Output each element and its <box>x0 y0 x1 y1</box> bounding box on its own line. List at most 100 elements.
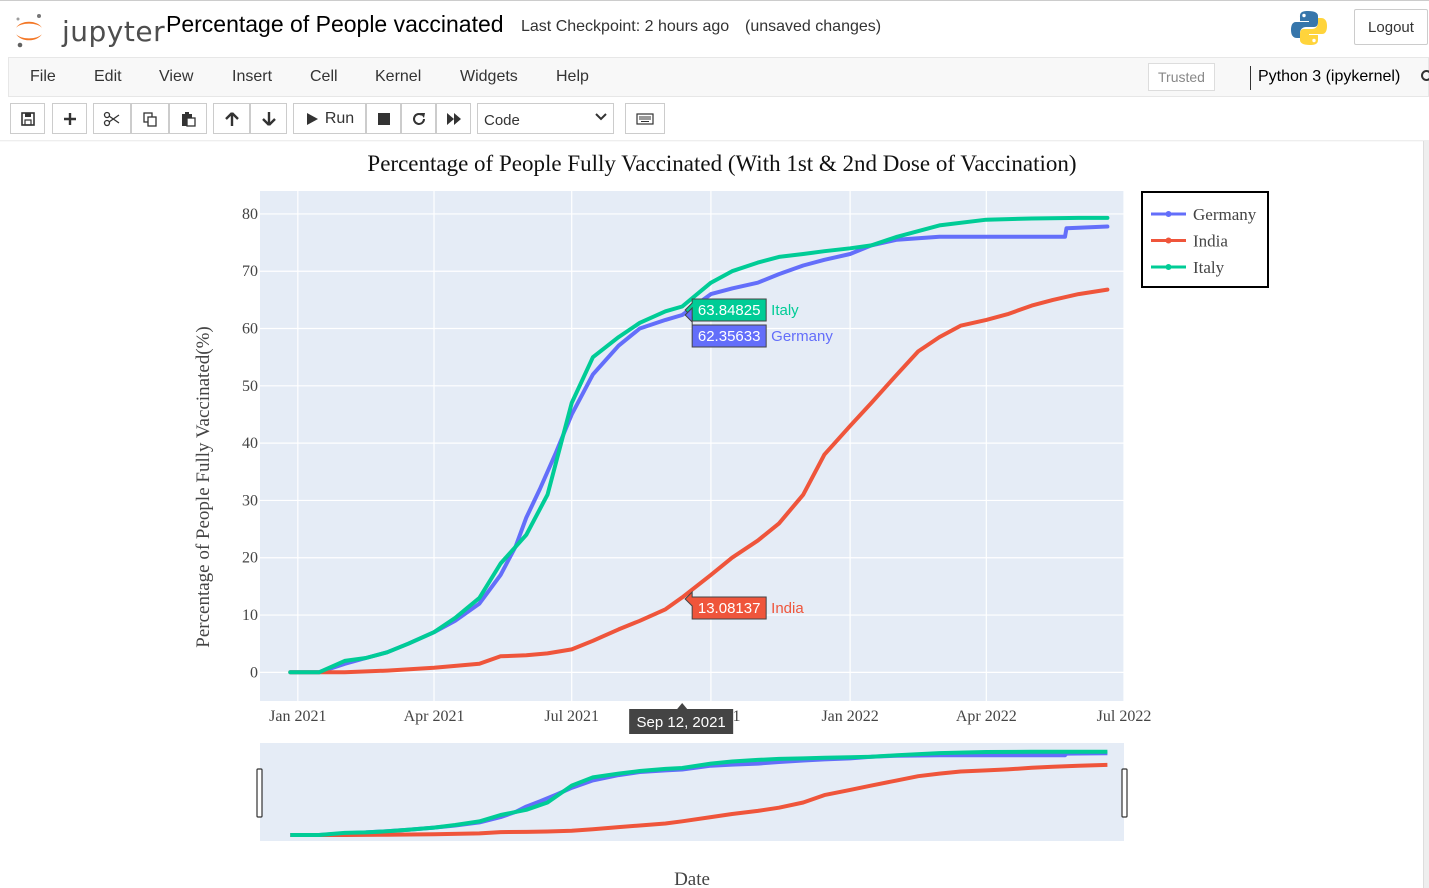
command-palette-button[interactable] <box>625 103 665 134</box>
hover-date-box <box>629 709 734 734</box>
legend-marker <box>1165 237 1172 244</box>
y-tick-label: 80 <box>242 206 258 223</box>
cut-button[interactable] <box>93 103 131 134</box>
x-tick-label: Jul 2022 <box>1097 708 1152 725</box>
save-button[interactable] <box>10 103 45 134</box>
hover-name-italy: Italy <box>771 302 799 319</box>
save-icon <box>20 111 35 126</box>
autosave-status: (unsaved changes) <box>745 18 882 35</box>
kernel-idle-indicator-icon <box>1421 70 1429 81</box>
hover-date-pointer <box>677 703 688 709</box>
menu-view[interactable]: View <box>159 68 194 85</box>
y-tick-label: 10 <box>242 607 258 624</box>
hover-date-label: Sep 12, 2021 <box>637 714 726 731</box>
y-axis-ticks: 0 10 20 30 40 50 60 70 80 <box>242 206 258 681</box>
hover-value-italy: 63.84825 <box>698 302 761 319</box>
x-tick-label: Jul 2021 <box>544 708 599 725</box>
notebook-header: jupyter Percentage of People vaccinated … <box>0 0 1429 56</box>
hover-name-india: India <box>771 600 804 617</box>
cell-type-value: Code <box>484 112 520 129</box>
y-tick-label: 0 <box>250 664 258 681</box>
menu-widgets[interactable]: Widgets <box>460 68 518 85</box>
y-tick-label: 30 <box>242 492 258 509</box>
legend-label-germany[interactable]: Germany <box>1193 205 1257 224</box>
notebook-toolbar: Run Code <box>0 97 1429 141</box>
run-button[interactable]: Run <box>293 103 366 134</box>
cell-type-select[interactable]: Code <box>477 103 614 134</box>
x-tick-label: Jan 2021 <box>269 708 326 725</box>
kernel-separator <box>1250 66 1251 90</box>
restart-icon <box>412 112 425 125</box>
legend-label-india[interactable]: India <box>1193 232 1228 251</box>
play-icon <box>306 112 318 125</box>
arrow-up-icon <box>224 111 239 126</box>
legend-marker <box>1165 264 1172 270</box>
range-slider-left-handle[interactable] <box>256 768 263 818</box>
hover-value-germany: 62.35633 <box>698 328 761 345</box>
plot-area[interactable] <box>260 191 1124 701</box>
jupyter-logo-icon <box>16 14 42 48</box>
interrupt-button[interactable] <box>366 103 401 134</box>
restart-run-all-button[interactable] <box>436 103 471 134</box>
y-tick-label: 20 <box>242 550 258 567</box>
kernel-name[interactable]: Python 3 (ipykernel) <box>1258 68 1401 85</box>
hover-box-india <box>684 590 767 620</box>
slider-line-india <box>290 762 1108 837</box>
legend-label-italy[interactable]: Italy <box>1193 258 1225 277</box>
move-down-button[interactable] <box>250 103 287 134</box>
x-axis-title: Date <box>674 869 710 888</box>
copy-button[interactable] <box>131 103 169 134</box>
y-tick-label: 60 <box>242 321 258 338</box>
trusted-indicator[interactable]: Trusted <box>1148 63 1215 91</box>
range-slider[interactable] <box>260 743 1124 841</box>
hover-box-germany <box>684 306 767 348</box>
menu-cell[interactable]: Cell <box>310 68 338 85</box>
menu-edit[interactable]: Edit <box>94 68 122 85</box>
y-tick-label: 40 <box>242 435 258 452</box>
stop-icon <box>377 112 390 125</box>
chart-title: Percentage of People Fully Vaccinated (W… <box>367 151 1076 176</box>
fast-forward-icon <box>446 112 461 125</box>
x-tick-label: Jan 2022 <box>821 708 878 725</box>
slider-line-italy <box>290 749 1108 837</box>
series-line-india[interactable] <box>288 287 1110 675</box>
y-axis-title: Percentage of People Fully Vaccinated(%) <box>193 326 214 647</box>
menu-bar: File Edit View Insert Cell Kernel Widget… <box>8 57 1429 97</box>
x-tick-label: Apr 2022 <box>956 708 1017 725</box>
notebook-title[interactable]: Percentage of People vaccinated <box>166 11 504 37</box>
menu-file[interactable]: File <box>30 68 56 85</box>
keyboard-icon <box>636 112 654 125</box>
python-logo-icon <box>1291 11 1327 45</box>
vaccination-chart[interactable]: Percentage of People Fully Vaccinated (W… <box>0 141 1420 888</box>
move-up-button[interactable] <box>213 103 250 134</box>
paste-icon <box>182 111 196 127</box>
range-slider-lines <box>290 749 1108 837</box>
insert-cell-button[interactable] <box>52 103 87 134</box>
series-lines <box>288 215 1110 675</box>
x-tick-label: Apr 2021 <box>404 708 465 725</box>
paste-button[interactable] <box>169 103 207 134</box>
jupyter-logo[interactable]: jupyter <box>12 9 165 49</box>
restart-button[interactable] <box>401 103 436 134</box>
y-tick-label: 50 <box>242 378 258 395</box>
menu-kernel[interactable]: Kernel <box>375 68 422 85</box>
jupyter-logo-text: jupyter <box>62 15 166 48</box>
menu-insert[interactable]: Insert <box>232 68 273 85</box>
legend[interactable]: Germany India Italy <box>1151 205 1257 277</box>
scissors-icon <box>103 111 120 126</box>
hover-labels: Sep 12, 2021 63.84825 Italy 62.35633 Germany… <box>629 298 833 734</box>
menu-help[interactable]: Help <box>556 68 589 85</box>
logout-button[interactable]: Logout <box>1354 9 1428 45</box>
run-button-label: Run <box>324 109 355 127</box>
copy-icon <box>143 111 157 127</box>
arrow-down-icon <box>261 111 276 126</box>
series-line-italy[interactable] <box>288 215 1110 675</box>
checkpoint-status: Last Checkpoint: 2 hours ago <box>521 18 730 35</box>
plus-icon <box>63 112 76 125</box>
hover-name-germany: Germany <box>771 328 833 345</box>
page-scrollbar-edge <box>1423 141 1429 888</box>
chevron-down-icon <box>595 110 607 125</box>
range-slider-right-handle[interactable] <box>1121 768 1128 818</box>
hover-value-india: 13.08137 <box>698 600 761 617</box>
